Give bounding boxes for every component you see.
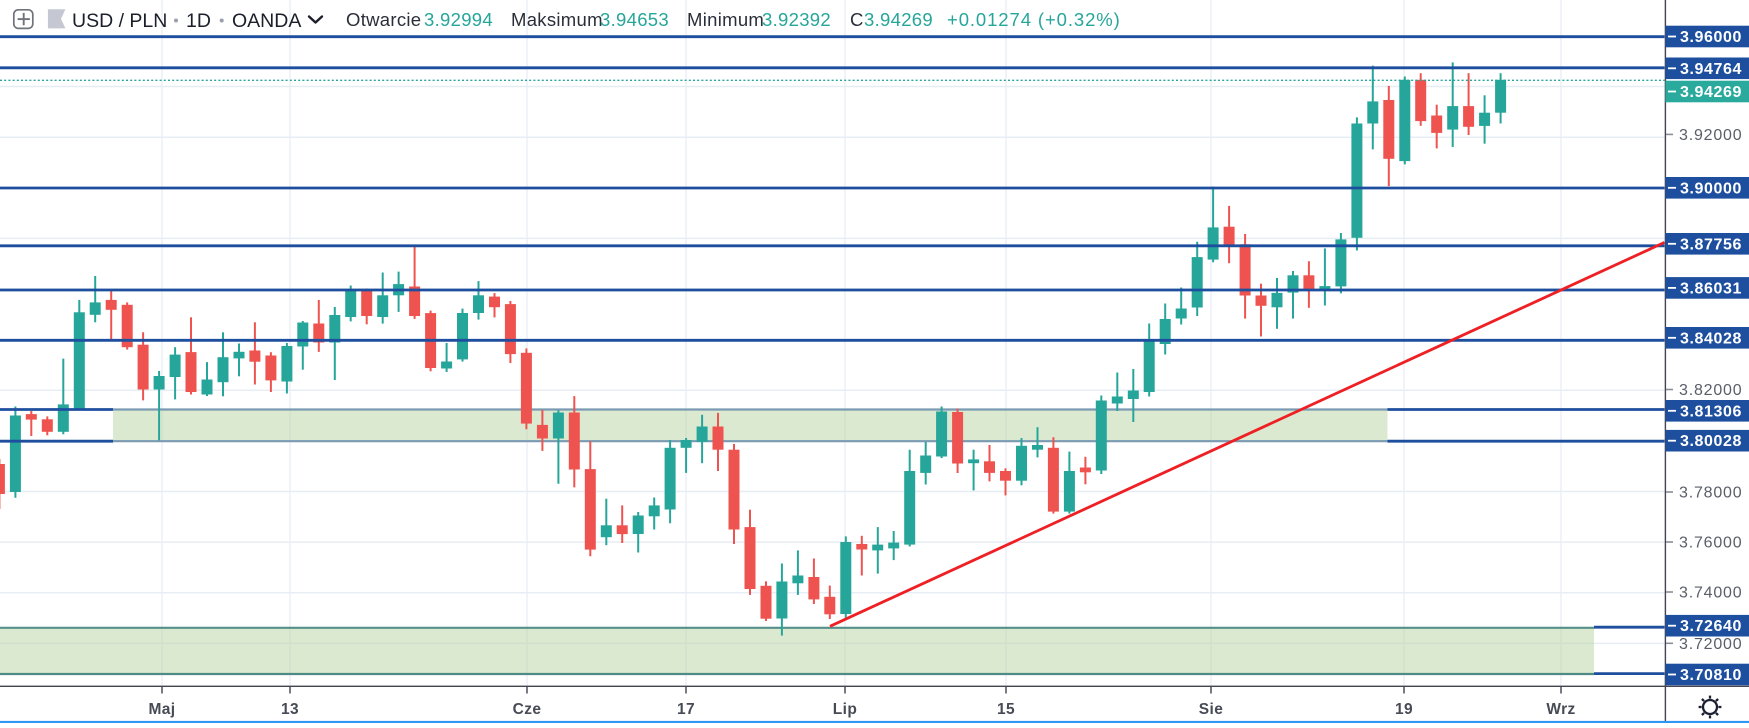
svg-text:3.94764: 3.94764 <box>1680 61 1742 78</box>
svg-text:3.74000: 3.74000 <box>1679 585 1742 602</box>
svg-text:3.96000: 3.96000 <box>1680 29 1742 46</box>
svg-text:3.86031: 3.86031 <box>1680 280 1742 297</box>
svg-text:3.78000: 3.78000 <box>1679 485 1742 502</box>
svg-text:3.84028: 3.84028 <box>1680 330 1742 347</box>
svg-text:OANDA: OANDA <box>232 10 301 32</box>
svg-text:3.80028: 3.80028 <box>1680 433 1742 450</box>
svg-text:3.82000: 3.82000 <box>1679 382 1742 399</box>
svg-text:Maksimum: Maksimum <box>511 9 603 30</box>
svg-text:17: 17 <box>677 701 695 718</box>
svg-text:3.92994: 3.92994 <box>424 9 493 30</box>
svg-text:3.94653: 3.94653 <box>600 9 669 30</box>
svg-text:3.92000: 3.92000 <box>1679 127 1742 144</box>
svg-text:3.90000: 3.90000 <box>1680 180 1742 197</box>
svg-text:3.81306: 3.81306 <box>1680 403 1742 420</box>
svg-text:3.72000: 3.72000 <box>1679 636 1742 653</box>
svg-text:C: C <box>850 9 864 30</box>
svg-text:3.70810: 3.70810 <box>1680 667 1742 684</box>
svg-text:USD / PLN: USD / PLN <box>72 10 167 32</box>
svg-text:3.87756: 3.87756 <box>1680 236 1742 253</box>
svg-text:Otwarcie: Otwarcie <box>346 9 421 30</box>
svg-text:3.72640: 3.72640 <box>1680 618 1742 635</box>
svg-text:13: 13 <box>281 701 299 718</box>
svg-text:Cze: Cze <box>513 701 542 718</box>
svg-text:Minimum: Minimum <box>687 9 764 30</box>
svg-text:3.94269: 3.94269 <box>1680 84 1742 101</box>
svg-text:Sie: Sie <box>1199 701 1223 718</box>
svg-text:Maj: Maj <box>148 701 175 718</box>
svg-text:3.92392: 3.92392 <box>762 9 831 30</box>
svg-text:Wrz: Wrz <box>1546 701 1575 718</box>
svg-text:15: 15 <box>997 701 1015 718</box>
svg-text:19: 19 <box>1395 701 1413 718</box>
svg-text:Lip: Lip <box>833 701 857 718</box>
svg-text:3.94269: 3.94269 <box>864 9 933 30</box>
svg-text:1D: 1D <box>186 10 211 32</box>
svg-text:3.76000: 3.76000 <box>1679 535 1742 552</box>
svg-text:+0.01274 (+0.32%): +0.01274 (+0.32%) <box>947 9 1121 30</box>
